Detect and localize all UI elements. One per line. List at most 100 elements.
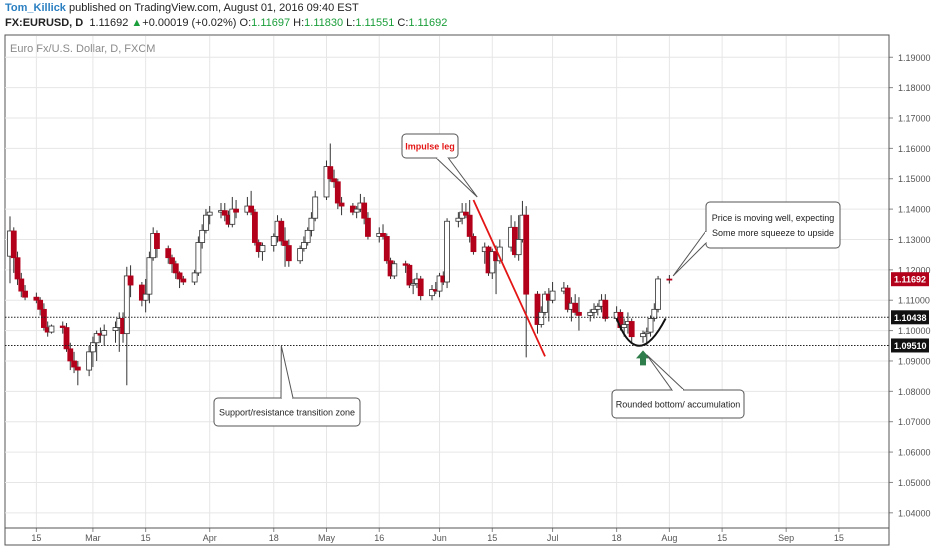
candle-body — [10, 230, 17, 259]
candle-body — [297, 248, 304, 262]
candle-body — [594, 305, 601, 310]
candle-body — [542, 293, 548, 313]
x-tick-label: 15 — [31, 533, 41, 543]
candle-body — [282, 240, 288, 246]
candle-body — [444, 220, 450, 283]
price-tag-label: 1.10438 — [894, 313, 927, 323]
open-label: O: — [239, 17, 252, 29]
candle-body — [154, 233, 160, 249]
close-value: 1.11692 — [408, 17, 448, 29]
last-price: 1.11692 — [89, 17, 129, 29]
y-tick-label: 1.18000 — [898, 83, 931, 93]
x-tick-label: Jul — [547, 533, 559, 543]
callout-text: Rounded bottom/ accumulation — [616, 400, 741, 410]
candle-body — [365, 217, 371, 237]
candle-body — [59, 325, 66, 328]
high-label: H: — [293, 17, 305, 29]
x-tick-label: 15 — [487, 533, 497, 543]
price-tag — [891, 338, 929, 353]
y-tick-label: 1.08000 — [898, 387, 931, 397]
y-tick-label: 1.15000 — [898, 174, 931, 184]
rounded-bottom-callout: Rounded bottom/ accumulation — [611, 354, 745, 419]
candle-body — [304, 229, 311, 243]
x-tick-label: Sep — [778, 533, 794, 543]
candle-body — [621, 324, 628, 328]
candle-body — [455, 217, 462, 222]
open-value: 1.11697 — [251, 17, 291, 29]
candle-body — [515, 239, 522, 256]
callout-text: Some more squeeze to upside — [712, 228, 834, 238]
candle-body — [146, 257, 153, 295]
x-tick-label: Mar — [85, 533, 101, 543]
candle-body — [591, 308, 597, 313]
candle-body — [180, 278, 187, 283]
rounded-bottom-arc — [615, 317, 667, 347]
last-price-tag — [891, 272, 929, 287]
candle-body — [647, 318, 654, 333]
x-tick-label: Apr — [203, 533, 217, 543]
candle-body — [127, 275, 134, 286]
candles-layer — [7, 143, 673, 386]
candle-body — [576, 311, 582, 316]
candle-body — [86, 351, 93, 371]
candle-body — [380, 233, 386, 237]
candle-body — [470, 236, 477, 253]
y-tick-label: 1.10000 — [898, 326, 931, 336]
candle-body — [199, 229, 206, 243]
candle-body — [391, 263, 398, 277]
y-tick-label: 1.12000 — [898, 265, 931, 275]
y-tick-label: 1.06000 — [898, 448, 931, 458]
x-tick-label: 18 — [612, 533, 622, 543]
candle-body — [410, 283, 417, 286]
candle-body — [172, 263, 179, 274]
candle-body — [323, 166, 330, 198]
candle-body — [112, 327, 119, 331]
candle-body — [402, 263, 409, 266]
candle-body — [233, 208, 239, 213]
candle-body — [523, 214, 530, 295]
candle-body — [203, 214, 209, 231]
y-tick-label: 1.17000 — [898, 114, 931, 124]
callout-text: Impulse leg — [405, 142, 455, 152]
close-label: C: — [397, 17, 409, 29]
candle-body — [312, 196, 319, 219]
x-tick-label: 15 — [834, 533, 844, 543]
candle-body — [48, 325, 55, 333]
candle-body — [666, 278, 673, 281]
support-resistance-callout: Support/resistance transition zone — [213, 345, 361, 427]
candle-body — [572, 302, 579, 313]
candle-body — [221, 210, 228, 216]
y-tick-label: 1.04000 — [898, 508, 931, 518]
impulse-line — [472, 199, 546, 357]
candle-body — [436, 275, 443, 292]
candle-body — [165, 248, 172, 259]
publish-text: published on TradingView.com, August 01,… — [69, 2, 359, 14]
candle-body — [22, 290, 28, 298]
y-tick-label: 1.16000 — [898, 144, 931, 154]
x-tick-label: 16 — [374, 533, 384, 543]
candle-body — [18, 278, 25, 292]
axes-layer: 1.19000 1.18000 1.17000 1.16000 1.15000 1.140… — [5, 36, 931, 545]
candle-body — [564, 287, 571, 310]
publish-info: Tom_Killick published on TradingView.com… — [5, 2, 359, 14]
candle-body — [587, 311, 594, 316]
y-tick-label: 1.09000 — [898, 356, 931, 366]
candle-body — [534, 293, 541, 325]
candle-body — [334, 181, 341, 204]
callout-pointer — [280, 345, 294, 399]
candle-body — [285, 245, 292, 262]
candle-body — [602, 299, 609, 319]
candle-body — [89, 342, 96, 353]
x-tick-label: May — [318, 533, 336, 543]
candle-body — [308, 217, 315, 231]
y-tick-label: 1.19000 — [898, 53, 931, 63]
x-tick-label: 18 — [269, 533, 279, 543]
author-link[interactable]: Tom_Killick — [5, 2, 66, 14]
candle-body — [429, 289, 435, 297]
chart-header: Tom_Killick published on TradingView.com… — [0, 0, 932, 34]
candle-body — [278, 220, 285, 242]
price-tag-label: 1.09510 — [894, 341, 927, 351]
impulse-leg-callout: Impulse leg — [401, 133, 478, 198]
y-tick-label: 1.13000 — [898, 235, 931, 245]
